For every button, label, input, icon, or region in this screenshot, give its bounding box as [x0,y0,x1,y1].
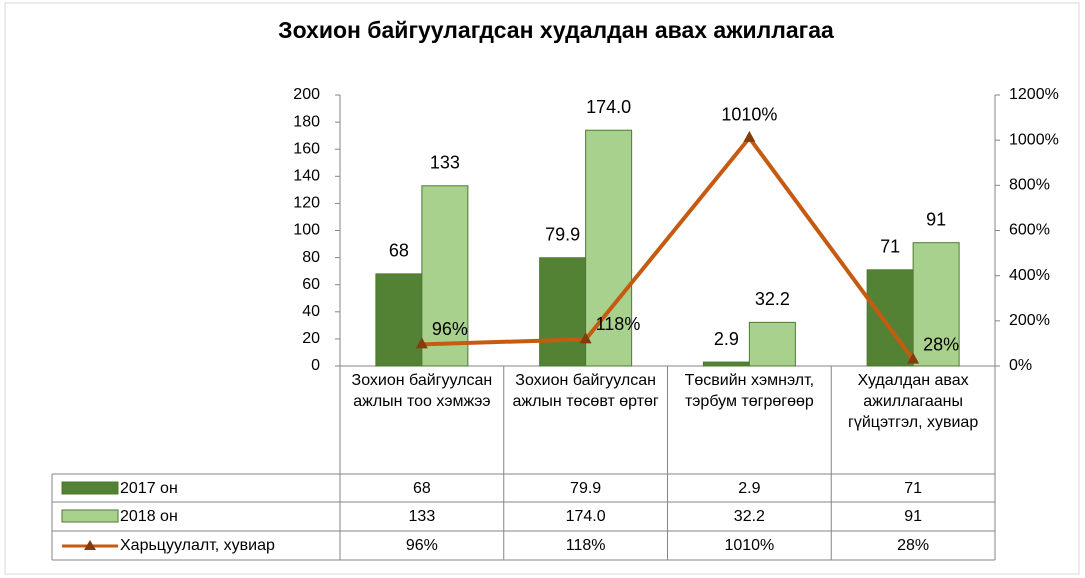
data-label: 174.0 [586,97,631,117]
table-cell: 96% [406,537,438,554]
x-tick-label: Худалдан авах ажиллагааны гүйцэтгэл, хув… [848,372,979,431]
y-tick-label: 200 [293,86,320,103]
y2-tick-label: 1200% [1009,86,1059,103]
legend-key [61,481,119,495]
table-cell: 32.2 [734,508,765,525]
legend-key [84,540,96,550]
legend-label: 2018 он [120,508,178,525]
bar [585,129,633,367]
y2-tick-label: 200% [1009,312,1050,329]
marker [743,130,756,142]
bar [912,242,960,367]
legend-label: 2017 он [120,480,178,497]
data-label: 91 [926,209,946,229]
y-tick-label: 180 [293,113,320,130]
y2-tick-label: 400% [1009,267,1050,284]
y-tick-label: 120 [293,195,320,212]
data-label: 2.9 [714,329,739,349]
data-label: 1010% [721,105,777,125]
x-tick-label: Зохион байгуулсан ажлын тоо хэмжээ [351,372,493,410]
table-cell: 174.0 [566,508,606,525]
data-label: 79.9 [545,224,580,244]
data-label: 133 [430,153,460,173]
bar [702,361,750,367]
y2-tick-label: 0% [1009,357,1032,374]
table-cell: 68 [413,480,431,497]
y-tick-label: 40 [302,303,320,320]
data-label: 32.2 [755,289,790,309]
bar [539,257,587,367]
data-label: 118% [596,314,641,334]
table-cell: 118% [566,537,606,554]
y-tick-label: 20 [302,330,320,347]
line [421,134,915,361]
y-tick-label: 60 [302,276,320,293]
table-cell: 28% [897,537,929,554]
y2-tick-label: 1000% [1009,131,1059,148]
bar [421,185,469,367]
table-cell: 91 [904,508,922,525]
marker [907,352,920,364]
legend-key [61,509,119,523]
x-tick-label: Зохион байгуулсан ажлын төсөвт өртөг [512,372,659,410]
marker [415,337,428,349]
table-cell: 133 [409,508,436,525]
y-tick-label: 140 [293,168,320,185]
y-tick-label: 0 [311,357,320,374]
y2-tick-label: 600% [1009,222,1050,239]
y-tick-label: 100 [293,222,320,239]
table-cell: 71 [904,480,922,497]
data-label: 96% [432,319,468,339]
table-cell: 2.9 [738,480,760,497]
data-label: 68 [389,241,409,261]
marker [579,332,592,344]
y2-tick-label: 800% [1009,177,1050,194]
table-cell: 79.9 [570,480,601,497]
chart-title: Зохион байгуулагдсан худалдан авах ажилл… [278,17,834,43]
legend-label: Харьцуулалт, хувиар [120,537,275,554]
data-label: 28% [923,334,959,354]
x-tick-label: Төсвийн хэмнэлт, тэрбум төгрөгөөр [684,372,815,410]
y-tick-label: 160 [293,140,320,157]
data-label: 71 [880,237,900,257]
bar [748,321,796,367]
y-tick-label: 80 [302,249,320,266]
table-cell: 1010% [724,537,774,554]
bar [375,273,423,367]
